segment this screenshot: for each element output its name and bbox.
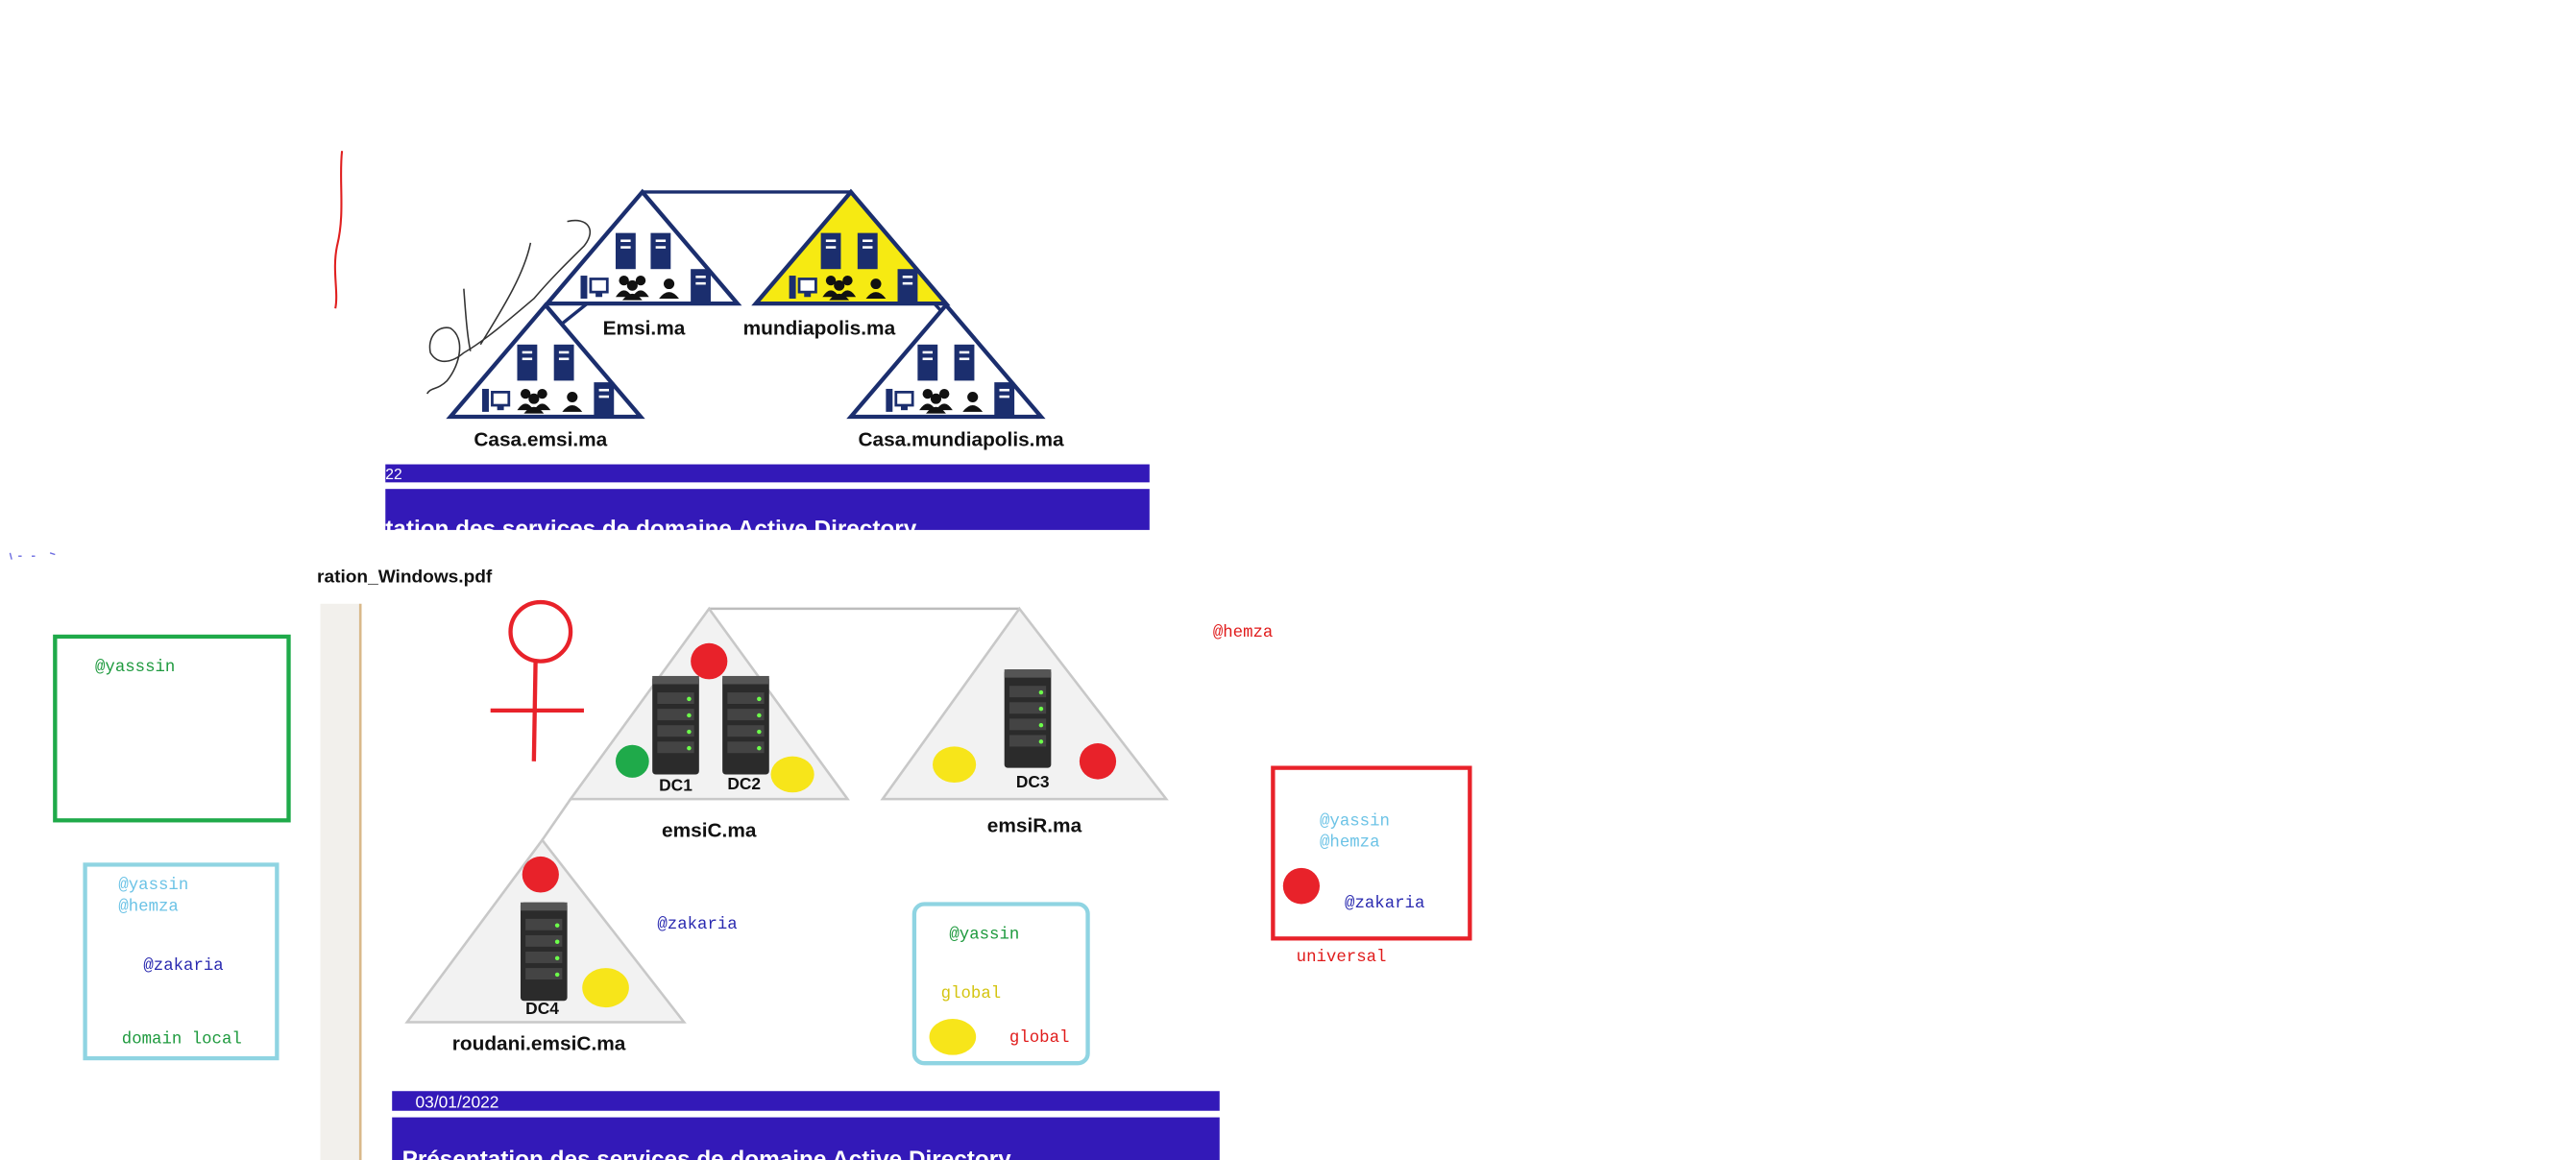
top-banner-date: 22 (385, 467, 401, 483)
top-title-banner (385, 489, 1150, 530)
domain-local-label: domain local (122, 1031, 242, 1050)
server-icon (615, 232, 636, 270)
yellow-dot-marker (933, 746, 977, 784)
bottom-slide-diagram: DC1 DC2 emsiC.ma DC3 emsiR.ma DC4 roudan… (320, 603, 1220, 1160)
bottom-banner-title: Présentation des services de domaine Act… (402, 1147, 1012, 1160)
red-dot-marker (522, 856, 559, 893)
server-icon (594, 382, 615, 419)
server-icon (954, 344, 975, 381)
server-icon (520, 902, 568, 1002)
server-label-dc2: DC2 (727, 774, 761, 793)
server-icon (1004, 669, 1052, 768)
global-group-box[interactable]: @yassin global global (911, 902, 1090, 1066)
domain-local-box[interactable]: @yassin @hemza @zakaria domain local (83, 862, 279, 1061)
top-slide-diagram: Emsi.ma mundiapolis.ma Casa.emsi.ma (385, 188, 1150, 543)
yellow-dot-marker (770, 756, 814, 793)
bottom-date-banner (392, 1091, 1220, 1111)
domain-local-user-hemza: @hemza (118, 898, 179, 916)
universal-group-box[interactable]: @yassin @hemza @zakaria (1271, 765, 1472, 941)
universal-user-hemza: @hemza (1320, 834, 1380, 853)
server-icon (652, 675, 699, 775)
server-icon (897, 269, 918, 305)
universal-user-zakaria: @zakaria (1345, 895, 1424, 913)
red-dot-marker (1282, 867, 1321, 905)
green-dot-marker (615, 744, 649, 778)
bottom-title-banner (392, 1117, 1220, 1160)
global-box-user: @yassin (949, 926, 1019, 944)
server-icon (691, 269, 711, 305)
domain-label-emsir: emsiR.ma (987, 814, 1082, 836)
server-icon (917, 344, 938, 381)
zakaria-label[interactable]: @zakaria (657, 916, 737, 934)
universal-label: universal (1297, 949, 1387, 967)
server-icon (517, 344, 538, 381)
domain-label-emsi: Emsi.ma (603, 318, 686, 340)
top-banner-title: tation des services de domaine Active Di… (385, 517, 917, 543)
red-dot-marker (691, 642, 728, 680)
global-box-label-red: global (1009, 1029, 1070, 1048)
ink-markers[interactable] (490, 599, 1117, 1008)
domain-local-user-yassin: @yassin (118, 877, 188, 895)
server-label-dc3: DC3 (1016, 772, 1050, 791)
slide-left-strip (320, 603, 361, 1160)
freehand-ink[interactable] (9, 151, 591, 560)
domain-label-emsic: emsiC.ma (662, 820, 757, 842)
domain-tree-emsi[interactable]: Emsi.ma (543, 188, 742, 340)
green-box-user: @yasssin (95, 659, 175, 677)
server-icon (553, 344, 574, 381)
hemza-label[interactable]: @hemza (1213, 624, 1274, 642)
server-label-dc1: DC1 (659, 776, 693, 795)
top-date-banner (385, 464, 1150, 483)
domain-tree-casa-emsi[interactable]: Casa.emsi.ma (446, 302, 645, 451)
server-icon (857, 232, 878, 270)
yellow-dot-marker (929, 1019, 977, 1055)
venus-symbol-icon (490, 599, 584, 761)
domain-label-casa-emsi: Casa.emsi.ma (474, 429, 607, 451)
domain-tree-casa-mundiapolis[interactable]: Casa.mundiapolis.ma (846, 302, 1064, 451)
domain-label-mundiapolis: mundiapolis.ma (743, 318, 896, 340)
green-group-box[interactable]: @yasssin (53, 634, 291, 823)
server-icon (820, 232, 841, 270)
domain-label-roudani: roudani.emsiC.ma (452, 1033, 626, 1055)
universal-user-yassin: @yassin (1320, 813, 1390, 832)
domain-tree-mundiapolis[interactable]: mundiapolis.ma (743, 188, 951, 340)
server-icon (722, 675, 769, 775)
server-label-dc4: DC4 (525, 999, 559, 1018)
red-dot-marker (1079, 743, 1117, 780)
bottom-banner-date: 03/01/2022 (416, 1092, 499, 1111)
domain-local-user-zakaria: @zakaria (143, 957, 223, 976)
global-box-label-yellow: global (941, 985, 1002, 1003)
domain-label-casa-mundiapolis: Casa.mundiapolis.ma (858, 429, 1064, 451)
pdf-filename-tab[interactable]: ration_Windows.pdf (317, 568, 493, 588)
server-icon (650, 232, 671, 270)
domain-tree-emsir[interactable]: DC3 emsiR.ma (880, 606, 1169, 836)
server-icon (994, 382, 1015, 419)
yellow-dot-marker (582, 968, 629, 1008)
